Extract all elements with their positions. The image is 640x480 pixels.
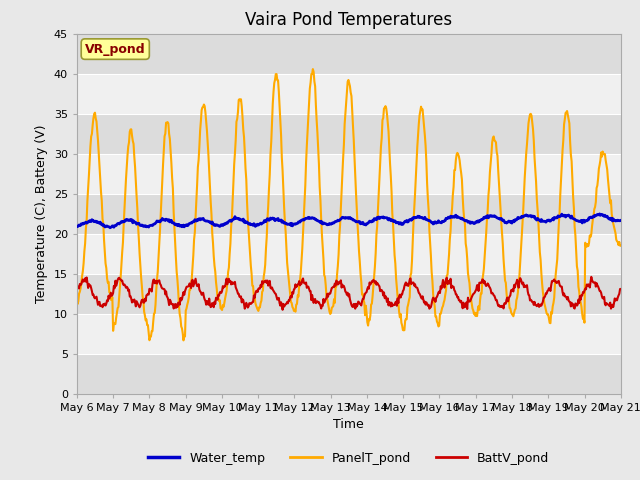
Bar <box>77 274 621 313</box>
Y-axis label: Temperature (C), Battery (V): Temperature (C), Battery (V) <box>35 124 48 303</box>
Bar <box>77 73 621 114</box>
Title: Vaira Pond Temperatures: Vaira Pond Temperatures <box>245 11 452 29</box>
Bar <box>77 34 621 73</box>
X-axis label: Time: Time <box>333 418 364 431</box>
Legend: Water_temp, PanelT_pond, BattV_pond: Water_temp, PanelT_pond, BattV_pond <box>143 447 554 469</box>
Bar <box>77 193 621 234</box>
Bar <box>77 313 621 354</box>
Bar <box>77 154 621 193</box>
Bar <box>77 354 621 394</box>
Text: VR_pond: VR_pond <box>85 43 145 56</box>
Bar <box>77 234 621 274</box>
Bar <box>77 114 621 154</box>
